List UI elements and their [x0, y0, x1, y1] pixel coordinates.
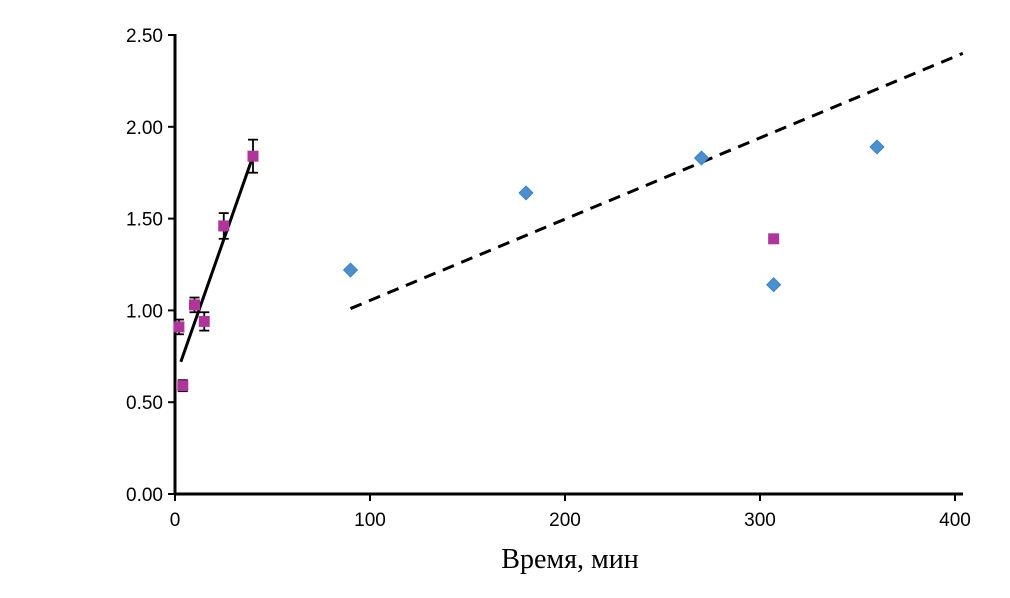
square-point	[198, 315, 210, 327]
y-tick-label: 0.00	[126, 485, 163, 506]
axes	[168, 34, 963, 501]
x-tick-label: 100	[354, 510, 386, 531]
x-tick-label: 300	[744, 510, 776, 531]
data-points	[173, 139, 885, 392]
x-axis-label: Время, мин	[501, 544, 638, 575]
square-point	[247, 150, 259, 162]
y-tick-label: 2.00	[126, 118, 163, 139]
square-point	[173, 321, 185, 333]
x-tick-label: 200	[549, 510, 581, 531]
square-point	[218, 220, 230, 232]
diamond-point	[766, 277, 782, 293]
y-tick-label: 0.50	[126, 393, 163, 414]
x-tick-label: 0	[170, 510, 181, 531]
diamond-point	[869, 139, 885, 155]
square-point	[177, 380, 189, 392]
diamond-point	[342, 262, 359, 278]
y-tick-label: 2.50	[126, 26, 163, 47]
square-point	[768, 233, 780, 245]
y-tick-label: 1.50	[126, 210, 163, 231]
y-tick-label: 1.00	[126, 301, 163, 322]
diamond-point	[693, 150, 710, 166]
y-tick-labels: 0.00 0.50 1.00 1.50 2.00 2.50	[126, 26, 163, 506]
trendline-solid	[179, 155, 255, 363]
diamond-point	[518, 185, 534, 201]
x-tick-label: 400	[939, 510, 971, 531]
square-point	[189, 299, 200, 311]
x-tick-labels: 0 100 200 300 400	[170, 510, 971, 531]
trendline-dashed	[349, 51, 964, 310]
trendlines	[179, 51, 964, 363]
